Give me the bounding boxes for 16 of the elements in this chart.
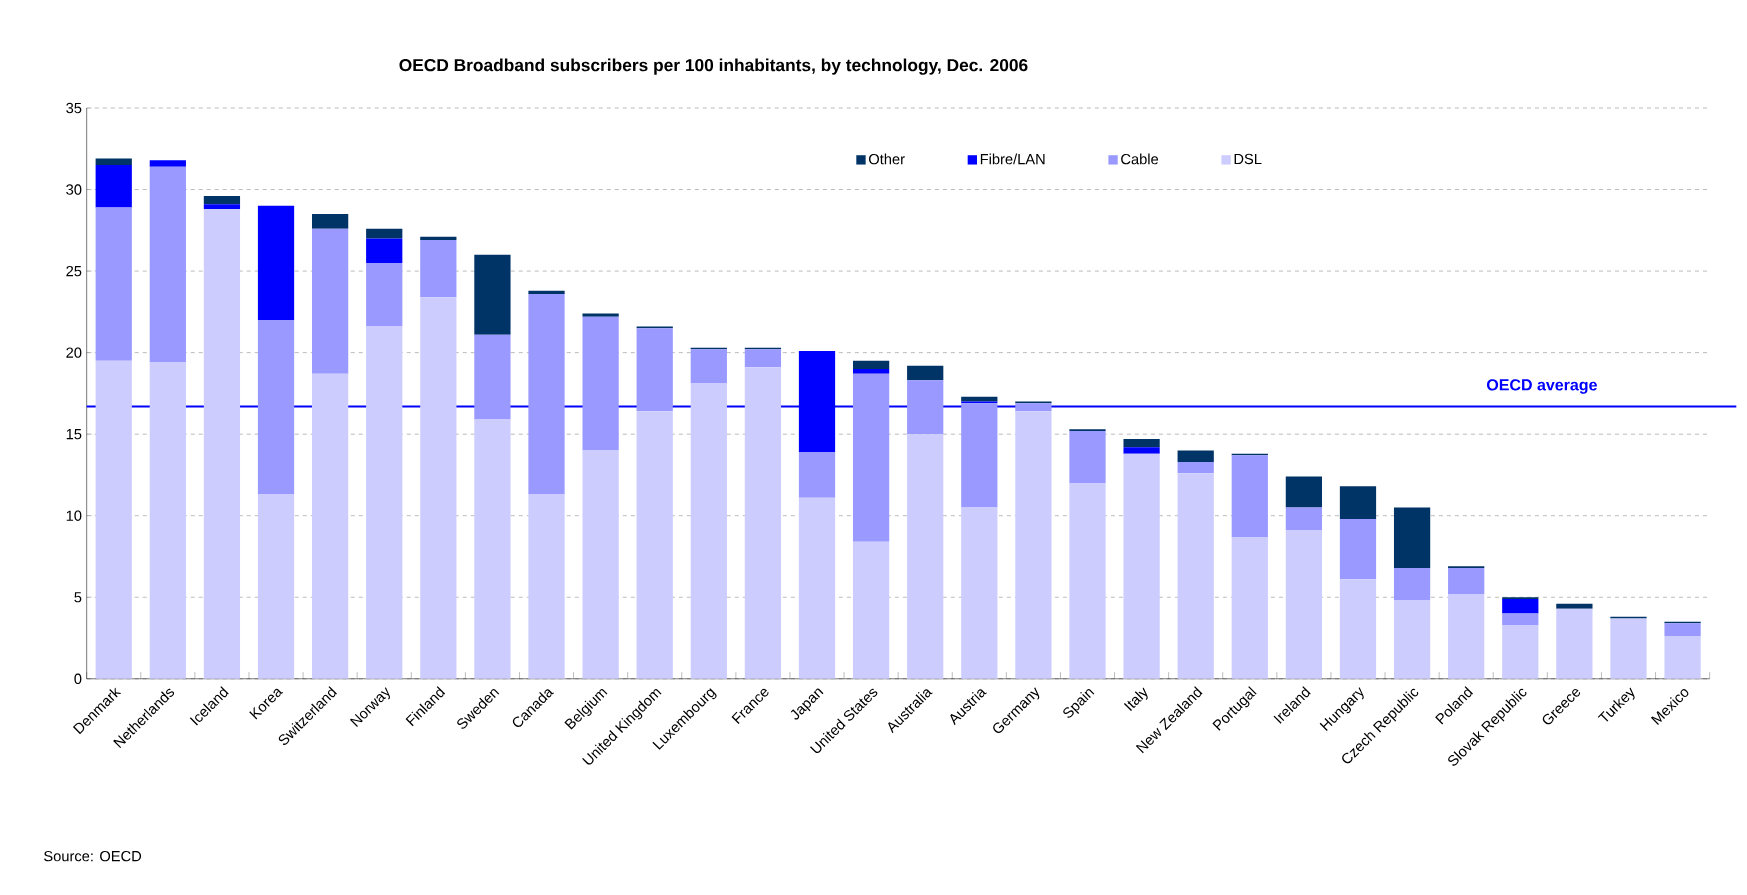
y-tick-label: 0 <box>74 673 82 685</box>
chart-title: OECD Broadband subscribers per 100 inhabitants, by technology, Dec. 2006 <box>399 58 1028 75</box>
x-tick-label: Italy <box>1123 687 1148 712</box>
y-tick-label: 20 <box>66 347 82 358</box>
ref-line-label: OECD average <box>1486 379 1597 394</box>
source-note: Source: OECD <box>44 851 142 862</box>
y-tick-label: 15 <box>66 429 82 440</box>
y-tick-label: 10 <box>66 510 82 521</box>
y-tick-label: 5 <box>74 592 82 603</box>
legend-label: Cable <box>1121 153 1159 165</box>
y-tick-label: 25 <box>66 265 82 277</box>
legend-label: Fibre/LAN <box>980 153 1045 165</box>
legend-label: DSL <box>1234 153 1262 165</box>
y-tick-label: 30 <box>66 184 82 195</box>
y-tick-label: 35 <box>66 102 82 114</box>
legend-label: Other <box>869 153 905 165</box>
